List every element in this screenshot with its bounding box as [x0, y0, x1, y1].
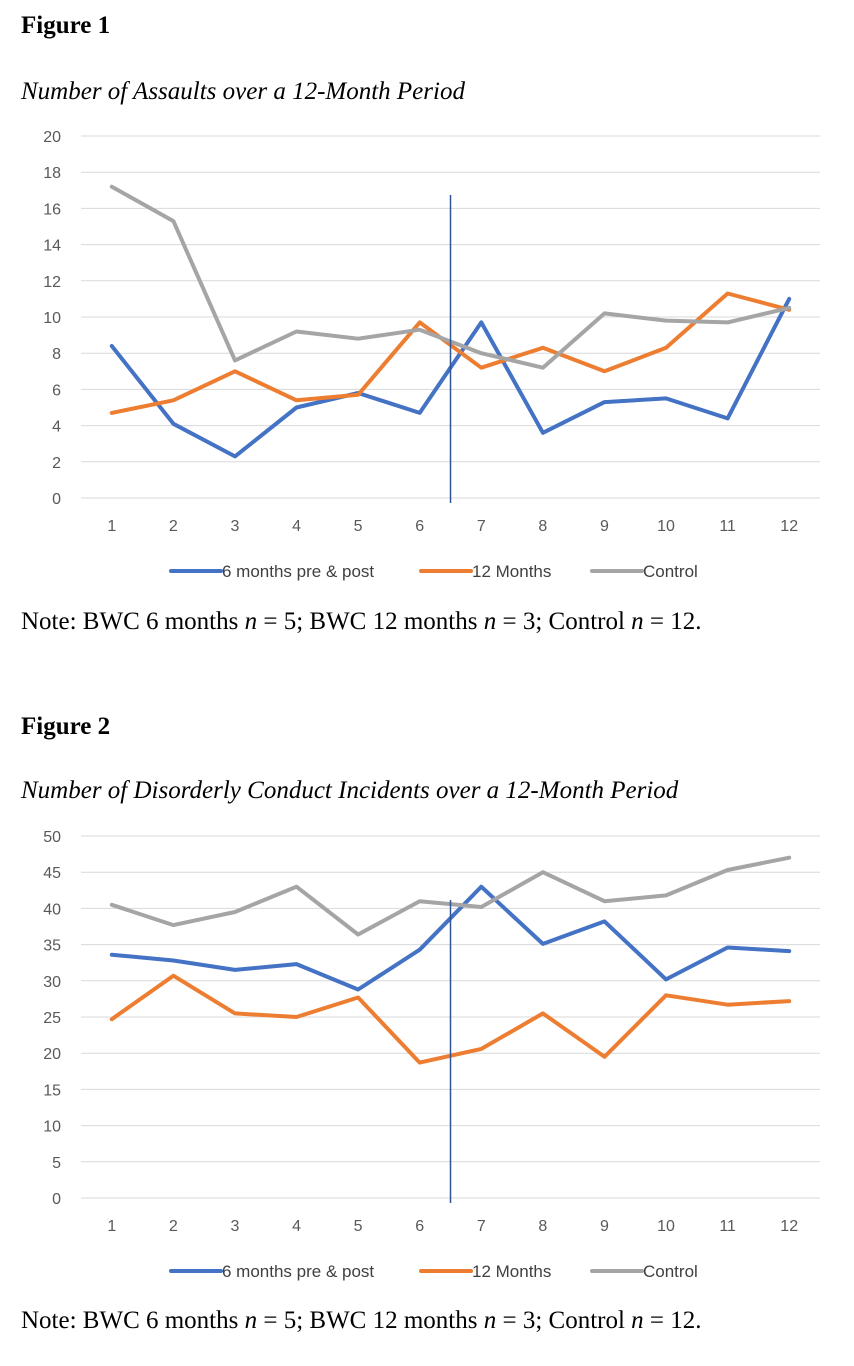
x-tick-label: 12 — [780, 1218, 798, 1235]
x-tick-label: 5 — [354, 518, 363, 535]
x-tick-label: 8 — [538, 518, 547, 535]
y-tick-label: 10 — [43, 310, 61, 327]
y-tick-label: 50 — [43, 829, 61, 846]
legend-label: 12 Months — [472, 1262, 551, 1281]
y-tick-label: 14 — [43, 238, 61, 255]
x-tick-label: 5 — [354, 1218, 363, 1235]
x-tick-label: 4 — [292, 1218, 301, 1235]
legend-label: 12 Months — [472, 562, 551, 581]
y-tick-label: 30 — [43, 974, 61, 991]
y-tick-label: 45 — [43, 865, 61, 882]
y-tick-label: 20 — [43, 1046, 61, 1063]
figure-2-note: Note: BWC 6 months n = 5; BWC 12 months … — [21, 1307, 702, 1334]
y-tick-label: 4 — [52, 419, 61, 436]
x-tick-label: 4 — [292, 518, 301, 535]
x-tick-label: 10 — [657, 518, 675, 535]
x-tick-label: 7 — [477, 1218, 486, 1235]
x-tick-label: 6 — [415, 518, 424, 535]
figure-1-title: Number of Assaults over a 12-Month Perio… — [21, 78, 465, 105]
legend-label: 6 months pre & post — [222, 1262, 374, 1281]
x-tick-label: 6 — [415, 1218, 424, 1235]
x-tick-label: 8 — [538, 1218, 547, 1235]
legend-label: Control — [643, 562, 698, 581]
y-tick-label: 2 — [52, 455, 61, 472]
y-tick-label: 35 — [43, 938, 61, 955]
y-tick-label: 5 — [52, 1155, 61, 1172]
legend-label: 6 months pre & post — [222, 562, 374, 581]
x-tick-label: 2 — [169, 1218, 178, 1235]
y-tick-label: 15 — [43, 1082, 61, 1099]
figure-1-note: Note: BWC 6 months n = 5; BWC 12 months … — [21, 608, 702, 635]
x-tick-label: 3 — [231, 518, 240, 535]
y-tick-label: 25 — [43, 1010, 61, 1027]
y-tick-label: 10 — [43, 1119, 61, 1136]
x-tick-label: 12 — [780, 518, 798, 535]
y-tick-label: 8 — [52, 346, 61, 363]
x-tick-label: 11 — [719, 1218, 736, 1235]
figure-2-title: Number of Disorderly Conduct Incidents o… — [21, 777, 679, 804]
y-tick-label: 40 — [43, 901, 61, 918]
figure-1-label: Figure 1 — [21, 12, 111, 39]
y-tick-label: 16 — [43, 201, 61, 218]
y-tick-label: 0 — [52, 491, 61, 508]
x-tick-label: 11 — [719, 518, 736, 535]
x-tick-label: 2 — [169, 518, 178, 535]
y-tick-label: 6 — [52, 382, 61, 399]
x-tick-label: 7 — [477, 518, 486, 535]
x-tick-label: 1 — [107, 518, 116, 535]
y-tick-label: 20 — [43, 129, 61, 146]
y-tick-label: 12 — [43, 274, 61, 291]
x-tick-label: 9 — [600, 518, 609, 535]
x-tick-label: 1 — [107, 1218, 116, 1235]
x-tick-label: 9 — [600, 1218, 609, 1235]
figure-2-label: Figure 2 — [21, 713, 111, 740]
y-tick-label: 18 — [43, 165, 61, 182]
x-tick-label: 3 — [231, 1218, 240, 1235]
legend-label: Control — [643, 1262, 698, 1281]
x-tick-label: 10 — [657, 1218, 675, 1235]
y-tick-label: 0 — [52, 1191, 61, 1208]
